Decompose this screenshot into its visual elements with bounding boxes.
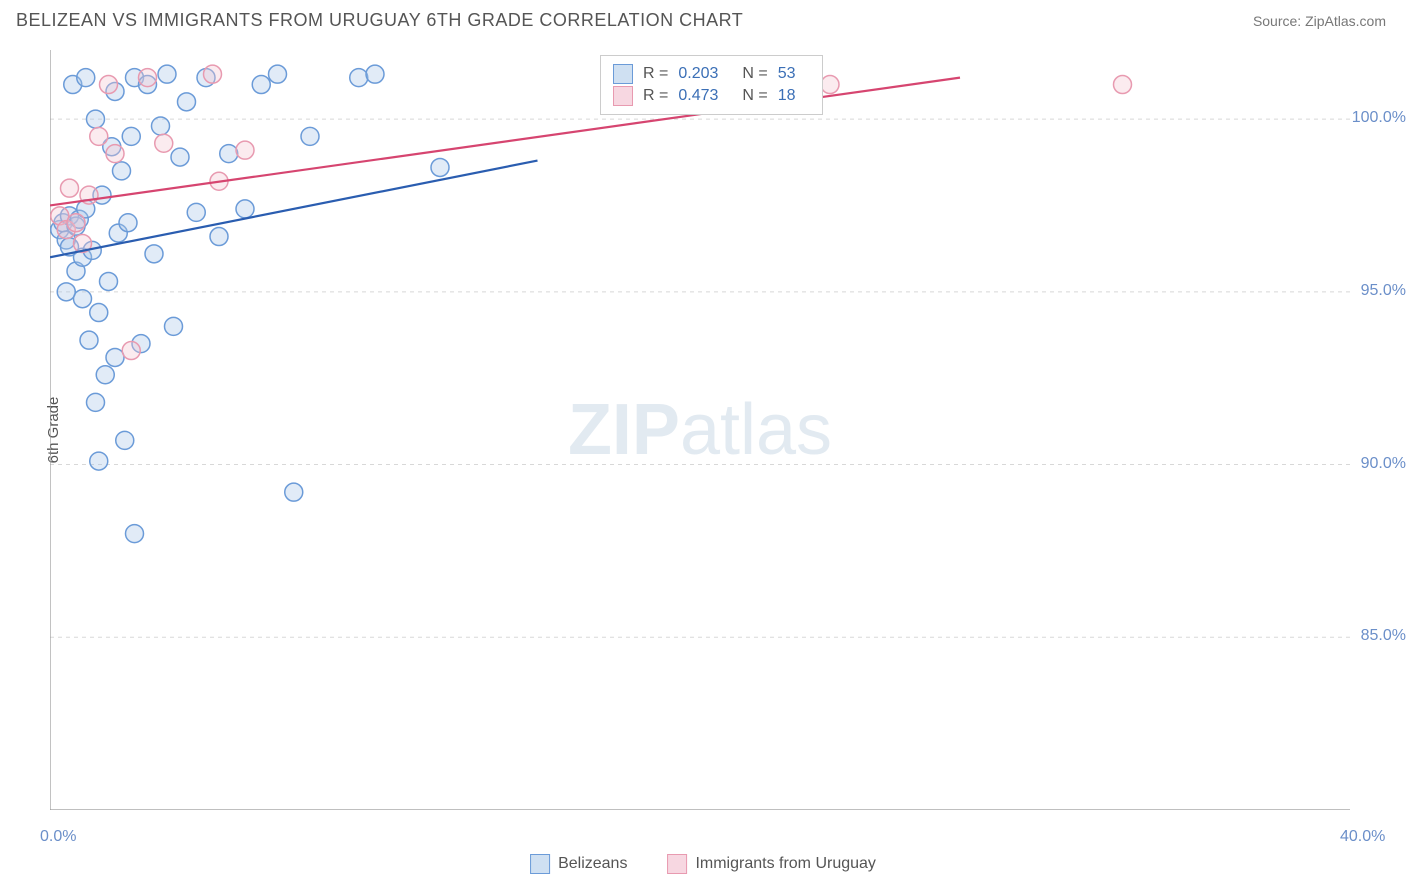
legend-swatch xyxy=(613,86,633,106)
r-value: 0.473 xyxy=(678,87,718,105)
legend-label: Immigrants from Uruguay xyxy=(695,855,876,873)
legend-item: Immigrants from Uruguay xyxy=(667,854,876,874)
n-label: N = xyxy=(742,65,767,83)
chart-area: 6th Grade ZIPatlas R = 0.203N = 53R = 0.… xyxy=(50,50,1350,810)
legend-item: Belizeans xyxy=(530,854,627,874)
legend-swatch xyxy=(613,64,633,84)
scatter-plot xyxy=(50,50,1350,810)
chart-header: BELIZEAN VS IMMIGRANTS FROM URUGUAY 6TH … xyxy=(0,0,1406,31)
n-value: 53 xyxy=(778,65,796,83)
y-tick-label: 100.0% xyxy=(1352,109,1406,127)
n-label: N = xyxy=(742,87,767,105)
y-tick-label: 90.0% xyxy=(1361,455,1406,473)
y-tick-label: 85.0% xyxy=(1361,627,1406,645)
legend-label: Belizeans xyxy=(558,855,627,873)
x-tick-label: 40.0% xyxy=(1340,828,1385,846)
r-value: 0.203 xyxy=(678,65,718,83)
n-value: 18 xyxy=(778,87,796,105)
legend-swatch xyxy=(667,854,687,874)
correlation-legend: R = 0.203 N = 53 R = 0.473 N = 18 xyxy=(600,55,823,115)
r-label: R = xyxy=(643,65,668,83)
legend-stat-row: R = 0.203 N = 53 xyxy=(613,64,810,84)
x-tick-label: 0.0% xyxy=(40,828,76,846)
legend-swatch xyxy=(530,854,550,874)
series-legend: Belizeans Immigrants from Uruguay xyxy=(530,854,876,874)
y-tick-label: 95.0% xyxy=(1361,282,1406,300)
chart-source: Source: ZipAtlas.com xyxy=(1253,13,1386,29)
chart-title: BELIZEAN VS IMMIGRANTS FROM URUGUAY 6TH … xyxy=(16,10,743,31)
r-label: R = xyxy=(643,87,668,105)
legend-stat-row: R = 0.473 N = 18 xyxy=(613,86,810,106)
